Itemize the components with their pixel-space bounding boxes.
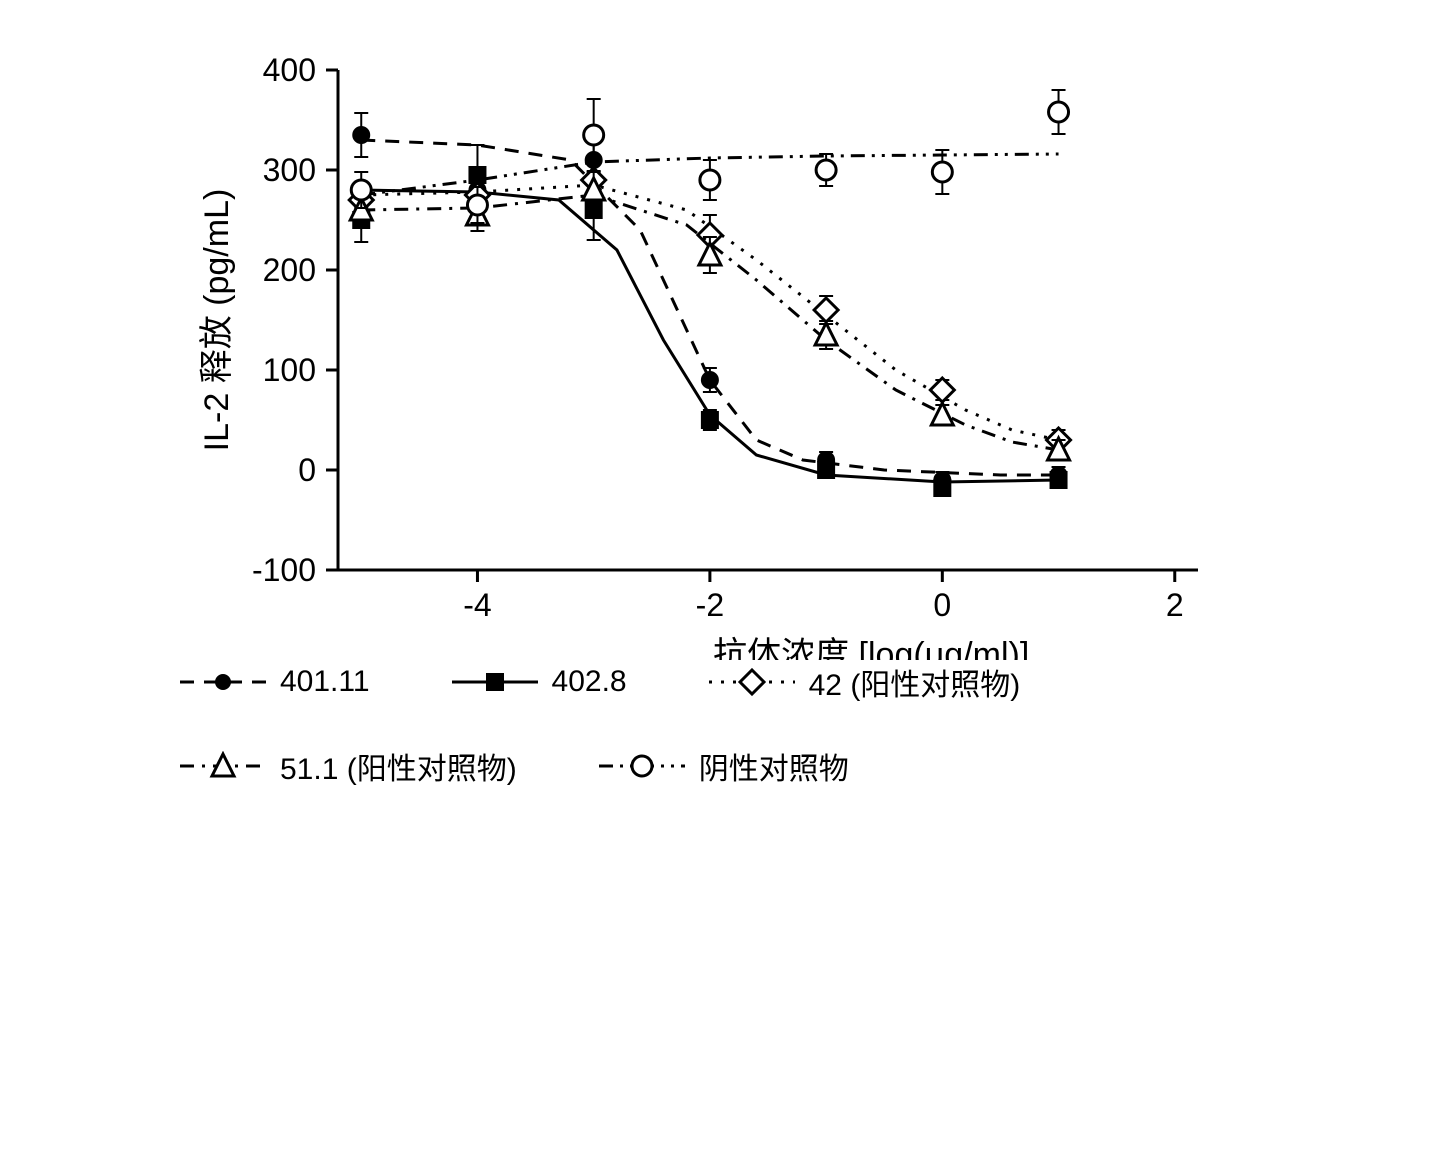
chart-container: -100 0 100 200 300 400 -4 -2 0 2 IL-2 释放 (pg/mL) 抗体… [178,40,1278,788]
legend-swatch [707,667,797,697]
legend-swatch [450,667,540,697]
legend-item-402.8: 402.8 [450,660,627,704]
legend-label: 402.8 [552,665,627,699]
svg-text:400: 400 [263,52,316,88]
svg-text:-100: -100 [252,552,316,588]
svg-text:-4: -4 [463,587,491,623]
legend-item-51.1: 51.1 (阳性对照物) [178,744,517,788]
x-axis-label: 抗体浓度 [log(μg/ml)] [713,636,1029,660]
series-neg [351,90,1068,223]
legend-row: 401.11 402.8 42 (阳性对照物) [178,660,1278,704]
y-axis-label: IL-2 释放 (pg/mL) [198,189,236,452]
svg-text:0: 0 [933,587,951,623]
legend-item-42: 42 (阳性对照物) [707,660,1021,704]
legend-label: 阴性对照物 [699,744,849,788]
legend-item-neg: 阴性对照物 [597,744,849,788]
legend: 401.11 402.8 42 (阳性对照物) 51.1 (阳性对照物) 阴性对照物 [178,660,1278,788]
dose-response-chart: -100 0 100 200 300 400 -4 -2 0 2 IL-2 释放 (pg/mL) 抗体… [178,40,1278,660]
legend-item-401.11: 401.11 [178,660,370,704]
legend-label: 51.1 (阳性对照物) [280,744,517,788]
legend-swatch [178,667,268,697]
legend-label: 42 (阳性对照物) [809,660,1021,704]
legend-row: 51.1 (阳性对照物) 阴性对照物 [178,744,1278,788]
svg-text:-2: -2 [696,587,724,623]
series-42 [349,162,1070,452]
legend-swatch [178,751,268,781]
svg-text:200: 200 [263,252,316,288]
svg-text:2: 2 [1166,587,1184,623]
legend-label: 401.11 [280,665,370,699]
legend-swatch [597,751,687,781]
svg-text:100: 100 [263,352,316,388]
svg-text:300: 300 [263,152,316,188]
svg-text:0: 0 [298,452,316,488]
